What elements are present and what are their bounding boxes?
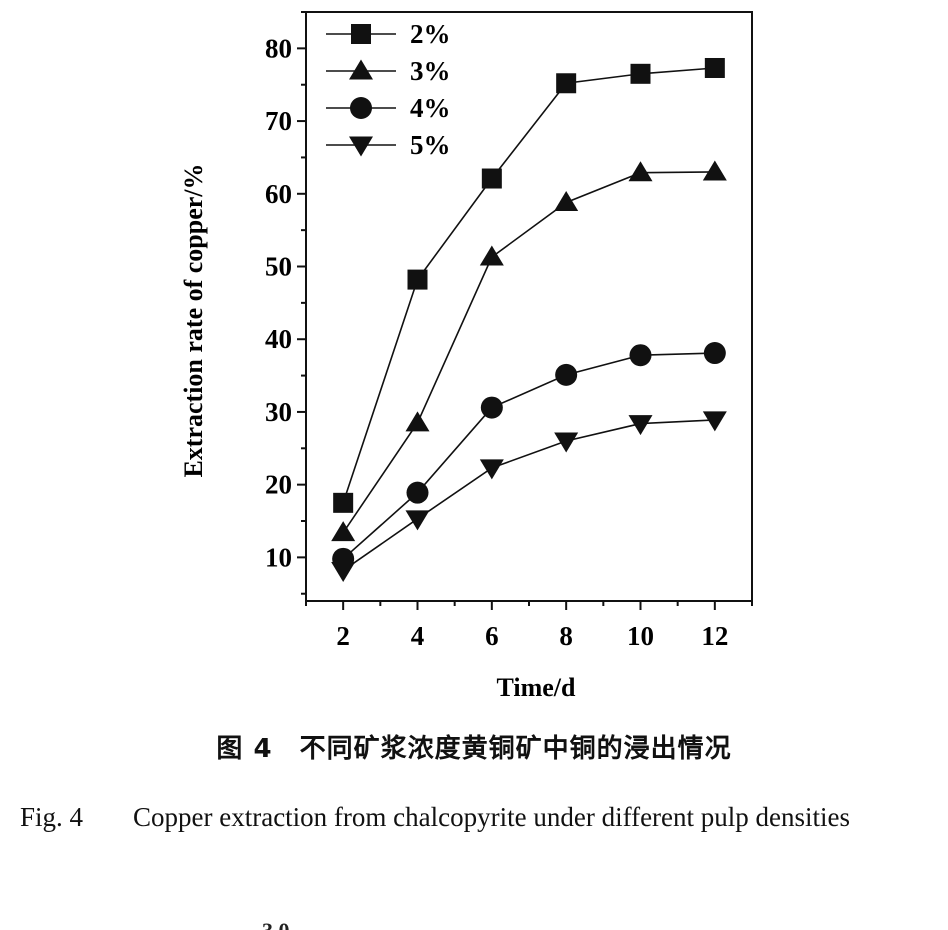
data-point: [331, 561, 356, 582]
legend-marker: [349, 59, 373, 80]
x-axis-label: Time/d: [497, 673, 577, 702]
y-tick-label: 50: [265, 252, 292, 282]
series-1: [333, 57, 725, 513]
series-line: [342, 352, 715, 560]
data-point: [629, 344, 652, 367]
y-tick-label: 80: [265, 33, 292, 63]
series-line: [342, 171, 715, 534]
cropped-next-figure-text: 3.0: [262, 918, 712, 930]
x-tick-label: 12: [701, 621, 728, 651]
x-tick-label: 2: [336, 621, 350, 651]
figure-label: Fig. 4: [20, 802, 84, 832]
data-point: [406, 481, 429, 504]
data-point: [480, 396, 503, 419]
series-2: [331, 160, 727, 542]
y-axis-label: Extraction rate of copper/%: [179, 163, 208, 477]
series-line: [342, 67, 715, 504]
y-tick-label: 10: [265, 542, 292, 572]
data-point: [628, 415, 653, 436]
data-point: [331, 521, 356, 542]
data-point: [702, 411, 727, 432]
data-point: [555, 363, 578, 386]
legend-label: 2%: [410, 19, 451, 49]
data-point: [333, 492, 354, 513]
series-line: [342, 419, 715, 572]
data-point: [479, 459, 504, 480]
data-point: [630, 63, 651, 84]
data-point: [704, 57, 725, 78]
legend-label: 4%: [410, 93, 451, 123]
y-tick-label: 30: [265, 397, 292, 427]
series-4: [331, 411, 727, 582]
y-tick-label: 20: [265, 470, 292, 500]
data-point: [703, 342, 726, 365]
data-point: [405, 510, 430, 531]
legend: 2% 3% 4% 5%: [326, 19, 451, 160]
plot-frame: [305, 11, 753, 602]
legend-marker: [350, 97, 372, 119]
x-tick-label: 6: [485, 621, 499, 651]
legend-label: 5%: [410, 130, 451, 160]
x-tick-label: 8: [559, 621, 573, 651]
y-tick-label: 40: [265, 324, 292, 354]
x-tick-label: 10: [627, 621, 654, 651]
data-point: [479, 245, 504, 266]
y-tick-label: 60: [265, 179, 292, 209]
data-point: [628, 161, 653, 182]
data-point: [481, 168, 502, 189]
figure-caption-text: Copper extraction from chalcopyrite unde…: [133, 802, 851, 832]
x-tick-label: 4: [411, 621, 425, 651]
legend-marker: [349, 136, 373, 157]
legend-label: 3%: [410, 56, 451, 86]
data-point: [554, 432, 579, 453]
y-tick-label: 70: [265, 106, 292, 136]
chart: 2 4 6 8 10 12 10 20 30 40 50 60 70 80 Time/d Extraction…: [179, 11, 753, 702]
data-point: [556, 73, 577, 94]
series-3: [332, 342, 726, 570]
legend-marker: [351, 24, 371, 44]
data-point: [702, 160, 727, 181]
data-point: [554, 191, 579, 212]
data-point: [407, 269, 428, 290]
figure-caption-chinese: 图 4 不同矿浆浓度黄铜矿中铜的浸出情况: [216, 734, 732, 764]
data-point: [405, 411, 430, 432]
